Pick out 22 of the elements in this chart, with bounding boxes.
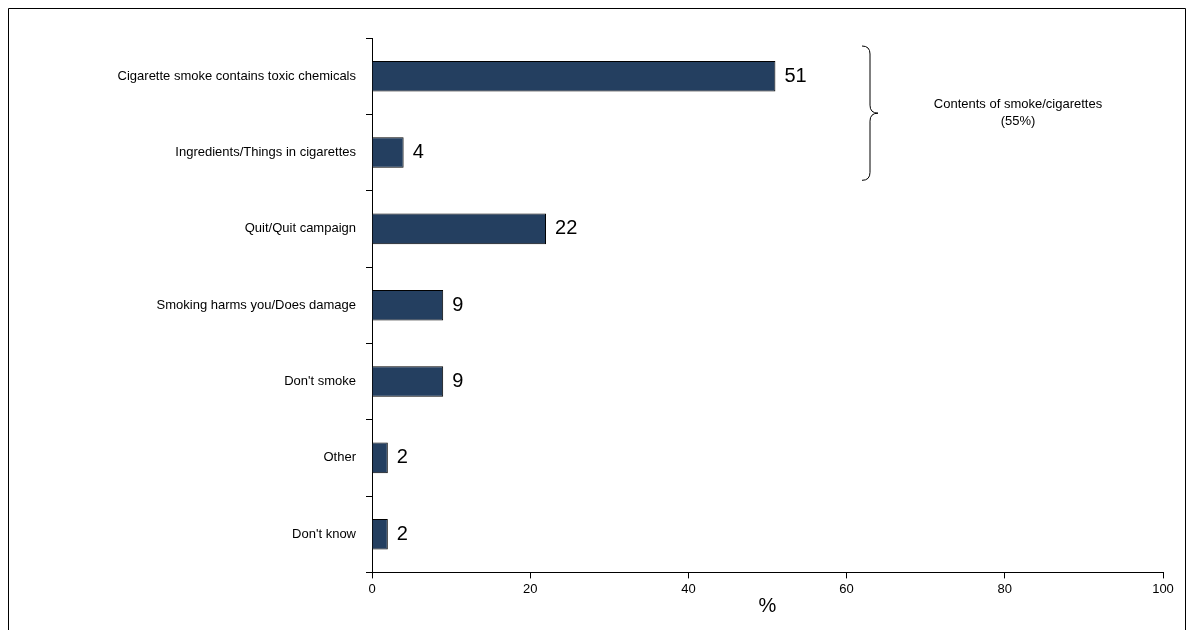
y-tick-label: Quit/Quit campaign: [244, 220, 356, 236]
x-tick-label: 80: [997, 580, 1013, 596]
y-tick-label: Ingredients/Things in cigarettes: [175, 144, 357, 160]
data-label: 2: [396, 521, 408, 544]
data-label: 4: [412, 140, 424, 163]
x-tick-label: 0: [368, 580, 376, 596]
y-tick-label: Cigarette smoke contains toxic chemicals: [117, 67, 357, 83]
data-label: 9: [452, 369, 464, 392]
y-tick-label: Don't smoke: [284, 373, 356, 389]
y-tick-label: Don't know: [292, 525, 357, 541]
data-label: 2: [396, 445, 408, 468]
data-label: 51: [784, 63, 807, 86]
x-tick-label: 100: [1152, 580, 1174, 596]
y-tick-label: Smoking harms you/Does damage: [156, 296, 356, 312]
data-label: 9: [452, 292, 464, 315]
x-tick-label: 20: [522, 580, 538, 596]
x-tick-label: 60: [839, 580, 854, 596]
y-tick-label: Other: [323, 449, 357, 465]
data-label: 22: [555, 216, 578, 239]
x-axis-title: %: [758, 593, 777, 616]
annotation: Contents of smoke/cigarettes (55%): [933, 96, 1103, 129]
x-tick-label: 40: [681, 580, 696, 596]
